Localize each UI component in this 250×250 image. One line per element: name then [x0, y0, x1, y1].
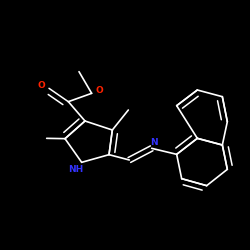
Text: NH: NH: [68, 165, 83, 174]
Text: N: N: [150, 138, 158, 146]
Text: O: O: [95, 86, 103, 95]
Text: O: O: [38, 81, 46, 90]
